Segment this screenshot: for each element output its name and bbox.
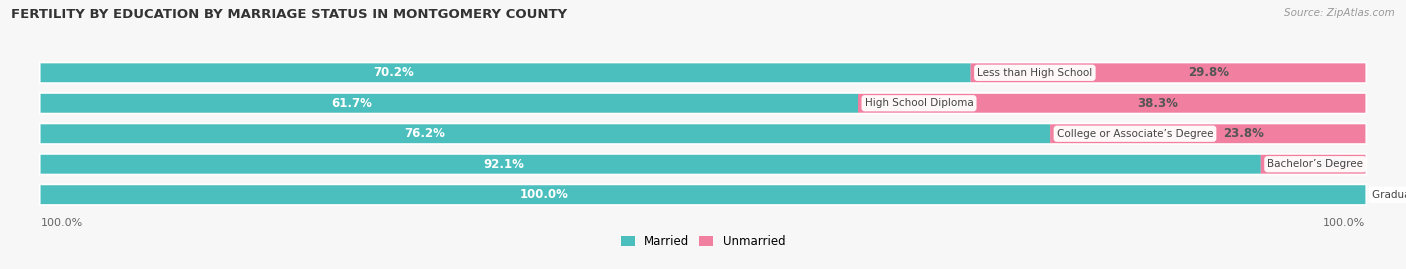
Legend: Married, Unmarried: Married, Unmarried bbox=[616, 230, 790, 253]
FancyBboxPatch shape bbox=[41, 155, 1365, 174]
Text: 100.0%: 100.0% bbox=[41, 218, 83, 228]
Text: 100.0%: 100.0% bbox=[520, 188, 568, 201]
FancyBboxPatch shape bbox=[970, 63, 1365, 82]
Text: Less than High School: Less than High School bbox=[977, 68, 1092, 78]
FancyBboxPatch shape bbox=[41, 124, 1365, 143]
Text: 92.1%: 92.1% bbox=[484, 158, 524, 171]
FancyBboxPatch shape bbox=[41, 63, 1365, 82]
Text: Graduate Degree: Graduate Degree bbox=[1372, 190, 1406, 200]
FancyBboxPatch shape bbox=[41, 185, 1365, 204]
Text: 70.2%: 70.2% bbox=[374, 66, 415, 79]
FancyBboxPatch shape bbox=[41, 185, 1365, 204]
Text: 76.2%: 76.2% bbox=[404, 127, 444, 140]
FancyBboxPatch shape bbox=[1050, 124, 1365, 143]
Text: 61.7%: 61.7% bbox=[330, 97, 371, 110]
Text: 7.9%: 7.9% bbox=[1319, 158, 1351, 171]
Text: High School Diploma: High School Diploma bbox=[865, 98, 973, 108]
FancyBboxPatch shape bbox=[41, 94, 1365, 113]
Text: Bachelor’s Degree: Bachelor’s Degree bbox=[1267, 159, 1364, 169]
Text: 29.8%: 29.8% bbox=[1188, 66, 1229, 79]
FancyBboxPatch shape bbox=[41, 124, 1050, 143]
FancyBboxPatch shape bbox=[41, 155, 1261, 174]
Text: 23.8%: 23.8% bbox=[1223, 127, 1264, 140]
FancyBboxPatch shape bbox=[41, 63, 970, 82]
FancyBboxPatch shape bbox=[1261, 155, 1365, 174]
Text: FERTILITY BY EDUCATION BY MARRIAGE STATUS IN MONTGOMERY COUNTY: FERTILITY BY EDUCATION BY MARRIAGE STATU… bbox=[11, 8, 568, 21]
Text: 100.0%: 100.0% bbox=[1323, 218, 1365, 228]
FancyBboxPatch shape bbox=[858, 94, 1365, 113]
Text: 38.3%: 38.3% bbox=[1137, 97, 1178, 110]
Text: College or Associate’s Degree: College or Associate’s Degree bbox=[1057, 129, 1213, 139]
FancyBboxPatch shape bbox=[41, 94, 858, 113]
Text: Source: ZipAtlas.com: Source: ZipAtlas.com bbox=[1284, 8, 1395, 18]
